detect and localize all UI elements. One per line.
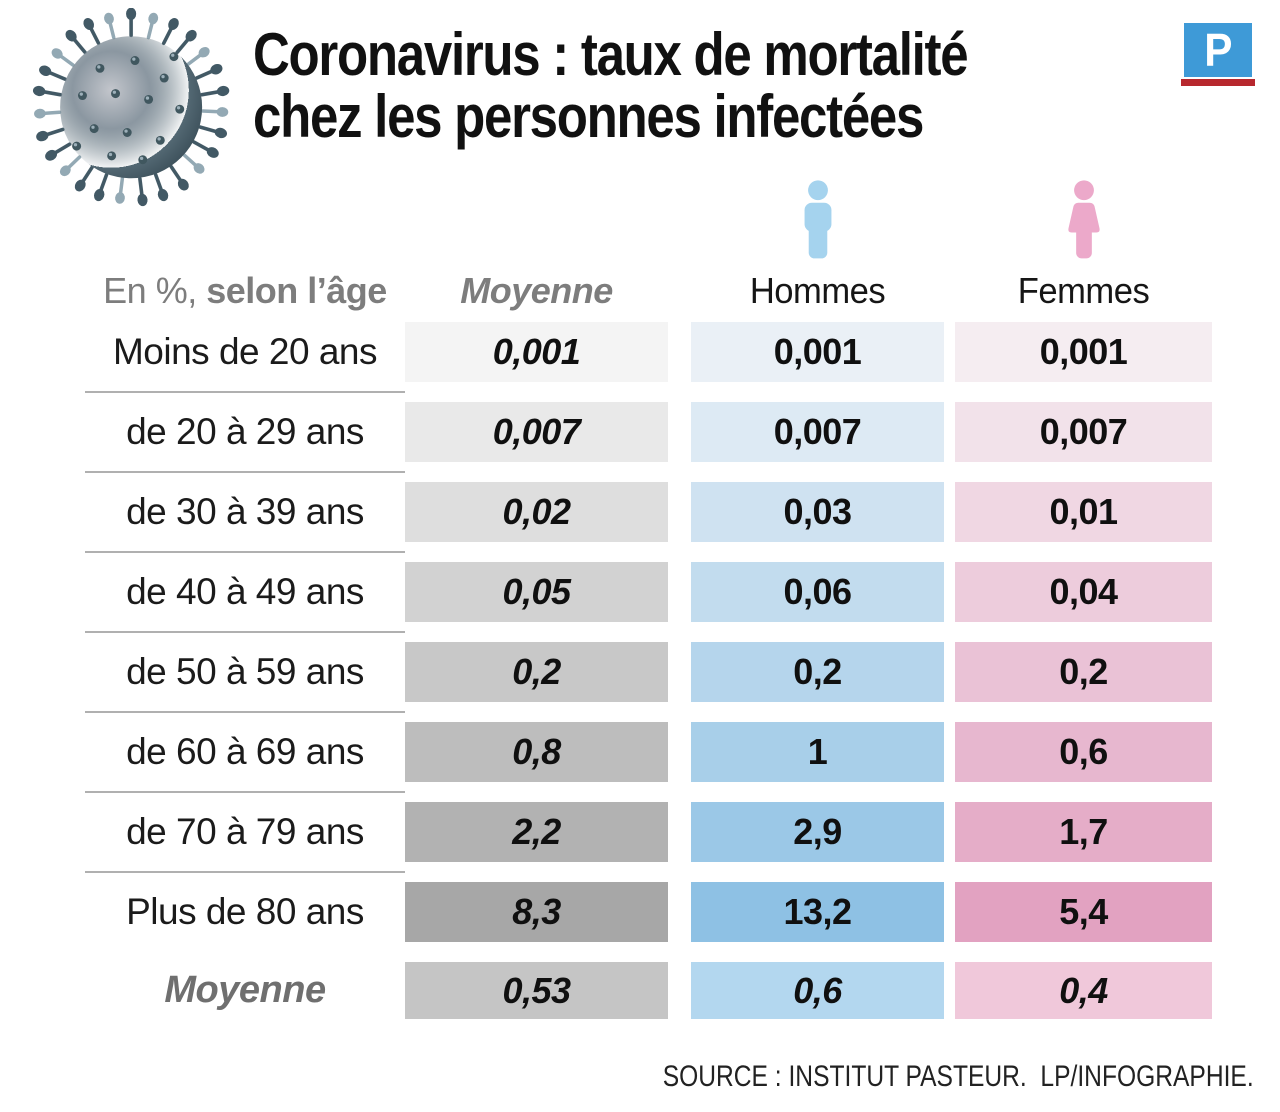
row-label: de 50 à 59 ans [85,631,405,702]
logo-underline [1181,79,1255,86]
footer-row-label: Moyenne [164,969,326,1011]
cell-moyenne: 0,001 [405,322,668,382]
cell-hommes: 0,06 [691,562,944,622]
cell-femmes: 0,007 [955,402,1212,462]
column-header-age: En %, selon l’âge [103,270,387,311]
table-header: En %, selon l’âge Moyenne Hommes Femmes [85,178,1212,322]
table-row: de 60 à 69 ans 0,8 1 0,6 [85,711,1212,782]
cell-moyenne: 0,05 [405,562,668,622]
cell-moyenne: 0,2 [405,642,668,702]
table-row: de 50 à 59 ans 0,2 0,2 0,2 [85,631,1212,702]
female-icon [1067,180,1100,259]
table-body: Moins de 20 ans 0,001 0,001 0,001 de 20 … [85,322,1212,942]
mortality-table: En %, selon l’âge Moyenne Hommes Femmes … [85,178,1212,1019]
coronavirus-icon [32,8,231,207]
cell-hommes: 0,03 [691,482,944,542]
row-label: de 30 à 39 ans [85,471,405,542]
cell-hommes: 0,001 [691,322,944,382]
column-header-hommes: Hommes [749,270,886,311]
table-row: Plus de 80 ans 8,3 13,2 5,4 [85,871,1212,942]
footer-cell-hommes: 0,6 [691,962,944,1019]
cell-hommes: 13,2 [691,882,944,942]
cell-moyenne: 2,2 [405,802,668,862]
table-row: de 70 à 79 ans 2,2 2,9 1,7 [85,791,1212,862]
title-line-2: chez les personnes infectées [253,83,924,150]
cell-hommes: 0,2 [691,642,944,702]
cell-hommes: 0,007 [691,402,944,462]
cell-femmes: 0,01 [955,482,1212,542]
table-row: de 30 à 39 ans 0,02 0,03 0,01 [85,471,1212,542]
cell-femmes: 1,7 [955,802,1212,862]
cell-femmes: 0,2 [955,642,1212,702]
row-label: Moins de 20 ans [112,331,378,372]
title-line-1: Coronavirus : taux de mortalité [253,21,969,88]
cell-hommes: 1 [691,722,944,782]
cell-moyenne: 8,3 [405,882,668,942]
row-label: Plus de 80 ans [85,871,405,942]
source-credit: SOURCE : INSTITUT PASTEUR. LP/INFOGRAPHI… [663,1060,1254,1093]
row-label: de 20 à 29 ans [85,391,405,462]
row-label: de 70 à 79 ans [85,791,405,862]
page-title: Coronavirus : taux de mortalité chez les… [253,21,969,150]
footer-cell-moyenne: 0,53 [405,962,668,1019]
cell-moyenne: 0,8 [405,722,668,782]
table-row: Moins de 20 ans 0,001 0,001 0,001 [85,322,1212,382]
cell-femmes: 5,4 [955,882,1212,942]
male-icon [804,180,831,259]
row-label: de 40 à 49 ans [85,551,405,622]
cell-femmes: 0,6 [955,722,1212,782]
row-label: de 60 à 69 ans [85,711,405,782]
column-header-moyenne: Moyenne [460,270,613,311]
table-footer-row: Moyenne 0,53 0,6 0,4 [85,962,1212,1019]
logo-square: P [1184,23,1252,77]
table-row: de 40 à 49 ans 0,05 0,06 0,04 [85,551,1212,622]
le-parisien-logo: P [1180,23,1256,86]
footer-cell-femmes: 0,4 [955,962,1212,1019]
cell-hommes: 2,9 [691,802,944,862]
cell-moyenne: 0,007 [405,402,668,462]
cell-femmes: 0,04 [955,562,1212,622]
cell-femmes: 0,001 [955,322,1212,382]
column-header-femmes: Femmes [1017,270,1150,311]
logo-letter: P [1203,24,1233,76]
table-row: de 20 à 29 ans 0,007 0,007 0,007 [85,391,1212,462]
cell-moyenne: 0,02 [405,482,668,542]
